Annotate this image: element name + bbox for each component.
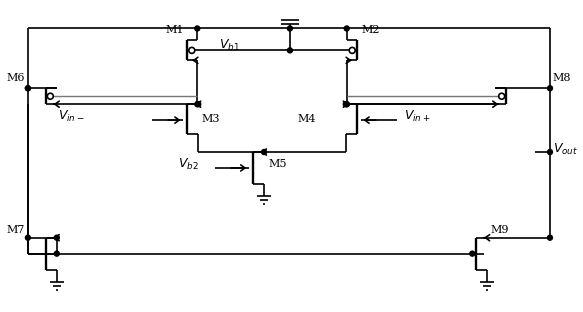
Circle shape <box>26 86 30 91</box>
Circle shape <box>262 149 266 154</box>
Text: M9: M9 <box>490 225 509 235</box>
Circle shape <box>54 251 59 256</box>
Circle shape <box>196 102 201 107</box>
Text: $V_{b2}$: $V_{b2}$ <box>178 156 199 172</box>
Circle shape <box>547 86 553 91</box>
Circle shape <box>287 26 293 31</box>
Text: $V_{in+}$: $V_{in+}$ <box>403 109 430 124</box>
Circle shape <box>344 26 349 31</box>
Text: M1: M1 <box>166 26 184 36</box>
Text: $V_{in-}$: $V_{in-}$ <box>58 109 85 124</box>
Circle shape <box>287 48 293 53</box>
Circle shape <box>195 26 200 31</box>
Text: M8: M8 <box>553 73 571 83</box>
Circle shape <box>344 102 349 107</box>
Text: M5: M5 <box>268 159 286 169</box>
Circle shape <box>26 86 30 91</box>
Text: M3: M3 <box>201 114 220 124</box>
Text: M7: M7 <box>6 225 25 235</box>
Circle shape <box>344 102 349 107</box>
Text: M6: M6 <box>6 73 25 83</box>
Circle shape <box>343 102 348 107</box>
Circle shape <box>547 149 553 154</box>
Circle shape <box>470 251 475 256</box>
Text: M4: M4 <box>297 114 316 124</box>
Text: $V_{out}$: $V_{out}$ <box>553 141 578 157</box>
Circle shape <box>54 235 59 240</box>
Circle shape <box>26 235 30 240</box>
Circle shape <box>547 235 553 240</box>
Text: $V_{b1}$: $V_{b1}$ <box>219 38 240 53</box>
Text: M2: M2 <box>361 26 380 36</box>
Circle shape <box>195 102 200 107</box>
